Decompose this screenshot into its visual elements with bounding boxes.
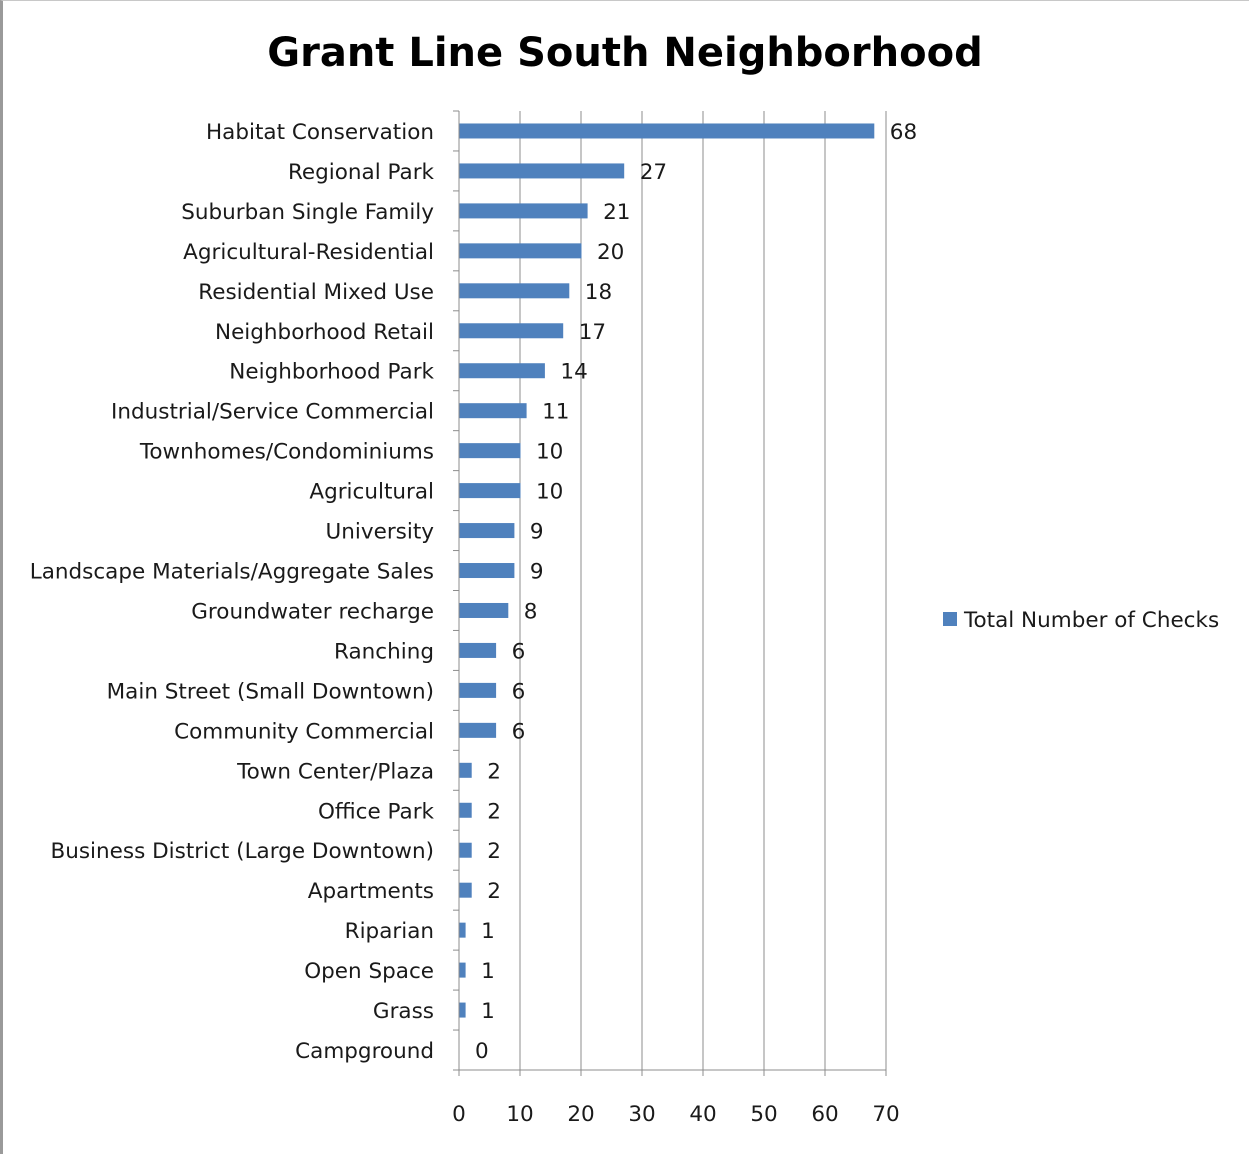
category-label: Ranching <box>334 639 434 664</box>
category-label: Office Park <box>318 799 435 824</box>
data-label: 6 <box>512 719 526 744</box>
category-label: Community Commercial <box>174 719 434 744</box>
bar <box>459 243 582 259</box>
bar <box>459 682 497 698</box>
chart-title: Grant Line South Neighborhood <box>267 30 982 76</box>
data-label: 1 <box>481 919 495 944</box>
category-label: Open Space <box>304 959 434 984</box>
bar <box>459 1002 466 1018</box>
category-label: Town Center/Plaza <box>236 759 434 784</box>
x-tick-label: 70 <box>872 1102 899 1127</box>
category-label: Residential Mixed Use <box>198 280 434 305</box>
data-label: 2 <box>487 839 501 864</box>
data-label: 10 <box>536 440 563 465</box>
bar <box>459 922 466 938</box>
data-label: 68 <box>890 120 917 145</box>
axes <box>453 110 887 1076</box>
gridlines <box>519 111 887 1070</box>
legend: Total Number of Checks <box>943 608 1219 633</box>
bar <box>459 123 875 139</box>
category-label: Campground <box>295 1039 434 1064</box>
x-tick-label: 30 <box>628 1102 655 1127</box>
bar <box>459 203 588 219</box>
bar <box>459 403 527 419</box>
category-label: Townhomes/Condominiums <box>139 440 434 465</box>
bar <box>459 483 521 499</box>
data-label: 6 <box>512 639 526 664</box>
data-label: 17 <box>579 320 606 345</box>
bar <box>459 642 497 658</box>
category-label: Main Street (Small Downtown) <box>107 679 434 704</box>
bar <box>459 802 472 818</box>
x-tick-label: 50 <box>750 1102 777 1127</box>
legend-swatch <box>943 612 957 626</box>
category-label: Neighborhood Park <box>229 360 434 385</box>
x-tick-label: 0 <box>452 1102 466 1127</box>
category-label: University <box>326 520 435 545</box>
category-label: Suburban Single Family <box>181 200 434 225</box>
category-label: Grass <box>373 999 434 1024</box>
data-label: 2 <box>487 879 501 904</box>
x-tick-label: 10 <box>506 1102 533 1127</box>
data-label: 9 <box>530 520 544 545</box>
bar <box>459 283 570 299</box>
category-label: Apartments <box>308 879 434 904</box>
category-label: Riparian <box>345 919 434 944</box>
legend-label: Total Number of Checks <box>963 608 1219 633</box>
bar <box>459 443 521 459</box>
data-label: 2 <box>487 759 501 784</box>
category-label: Business District (Large Downtown) <box>50 839 434 864</box>
x-tick-label: 60 <box>811 1102 838 1127</box>
bar <box>459 163 625 179</box>
bar <box>459 842 472 858</box>
data-label: 14 <box>560 360 587 385</box>
category-label: Neighborhood Retail <box>215 320 434 345</box>
category-label: Habitat Conservation <box>206 120 434 145</box>
category-label: Industrial/Service Commercial <box>111 400 434 425</box>
bar <box>459 722 497 738</box>
data-label: 9 <box>530 560 544 585</box>
category-label: Agricultural-Residential <box>183 240 434 265</box>
bar <box>459 602 509 618</box>
x-tick-label: 20 <box>567 1102 594 1127</box>
data-label: 8 <box>524 599 538 624</box>
bar <box>459 523 515 539</box>
data-label: 10 <box>536 480 563 505</box>
bar <box>459 962 466 978</box>
data-label: 11 <box>542 400 569 425</box>
data-label: 1 <box>481 959 495 984</box>
category-label: Groundwater recharge <box>191 599 434 624</box>
data-label: 0 <box>475 1039 489 1064</box>
data-label: 20 <box>597 240 624 265</box>
data-label: 27 <box>640 160 667 185</box>
category-label: Agricultural <box>309 480 434 505</box>
bar <box>459 563 515 579</box>
bar <box>459 882 472 898</box>
bars <box>459 123 875 1018</box>
data-label: 1 <box>481 999 495 1024</box>
category-label: Regional Park <box>288 160 435 185</box>
data-label: 21 <box>603 200 630 225</box>
data-label: 2 <box>487 799 501 824</box>
x-tick-label: 40 <box>689 1102 716 1127</box>
data-label: 6 <box>512 679 526 704</box>
bar <box>459 323 564 339</box>
bar <box>459 762 472 778</box>
data-label: 18 <box>585 280 612 305</box>
category-label: Landscape Materials/Aggregate Sales <box>30 560 434 585</box>
bar <box>459 363 545 379</box>
